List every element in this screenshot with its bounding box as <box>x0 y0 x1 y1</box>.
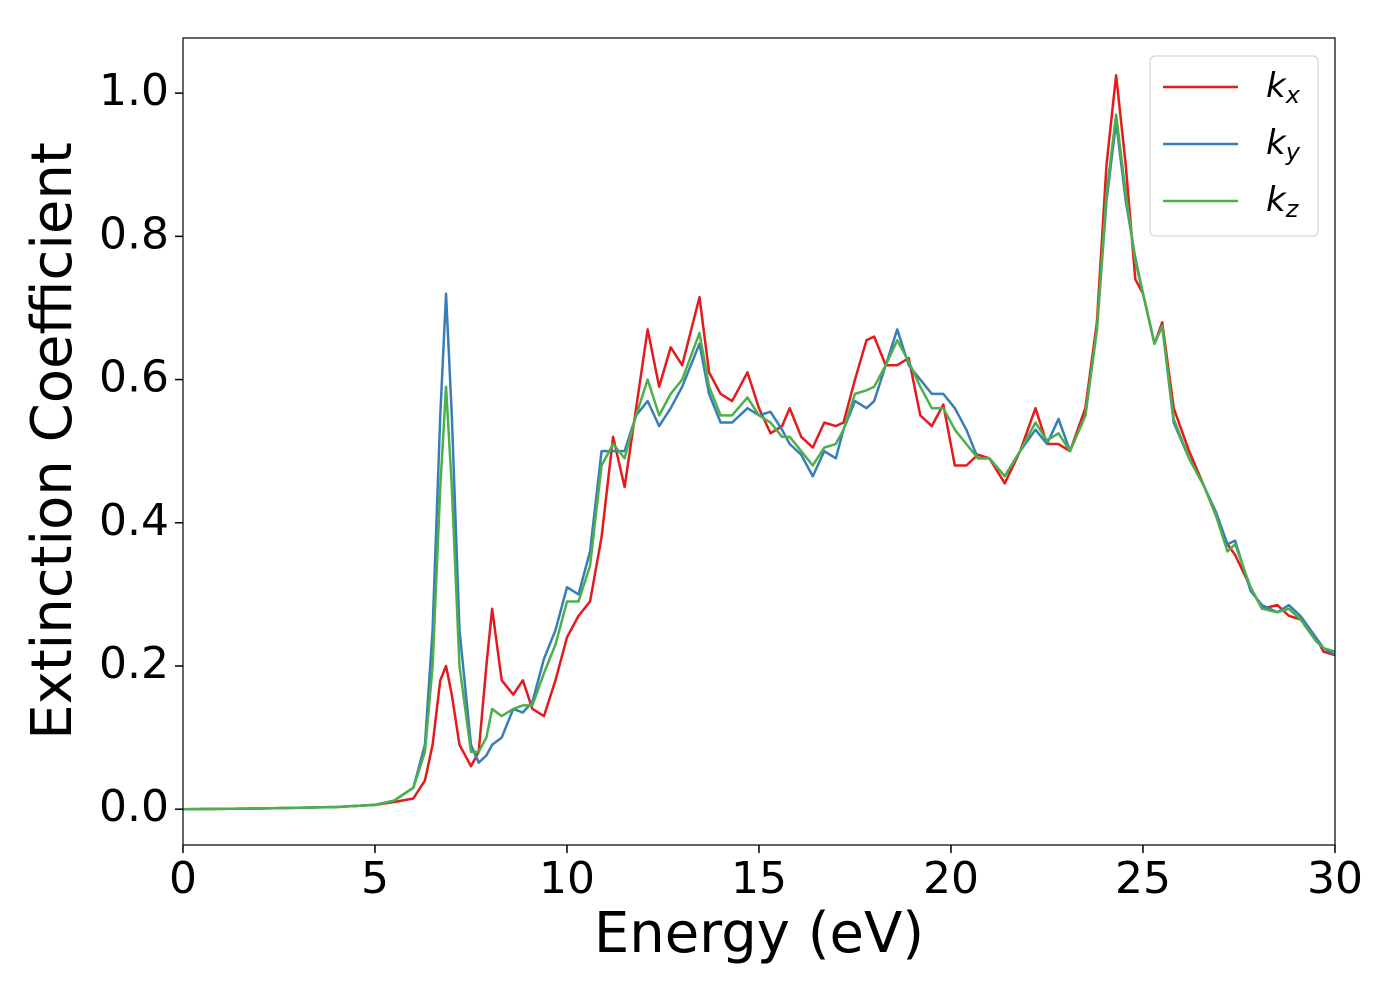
legend-box <box>1149 55 1319 237</box>
legend-label: kz <box>1266 180 1300 224</box>
legend-label: kx <box>1266 66 1301 110</box>
plot-frame <box>182 37 1336 846</box>
x-tick-label: 10 <box>539 853 595 904</box>
x-tick-label: 20 <box>923 853 979 904</box>
legend-label: ky <box>1266 123 1301 167</box>
y-tick-label: 0.0 <box>99 781 169 832</box>
x-tick-label: 5 <box>361 853 389 904</box>
x-axis-label: Energy (eV) <box>594 901 924 966</box>
y-tick-label: 0.8 <box>99 208 169 259</box>
x-tick-label: 15 <box>731 853 787 904</box>
x-tick-label: 30 <box>1307 853 1363 904</box>
x-tick-label: 0 <box>169 853 197 904</box>
y-axis-label: Extinction Coefficient <box>20 142 85 740</box>
y-tick-label: 0.6 <box>99 352 169 403</box>
x-tick-label: 25 <box>1115 853 1171 904</box>
y-tick-label: 0.4 <box>99 495 169 546</box>
y-tick-label: 0.2 <box>99 638 169 689</box>
y-tick-label: 1.0 <box>99 65 169 116</box>
line-series <box>182 113 1336 811</box>
